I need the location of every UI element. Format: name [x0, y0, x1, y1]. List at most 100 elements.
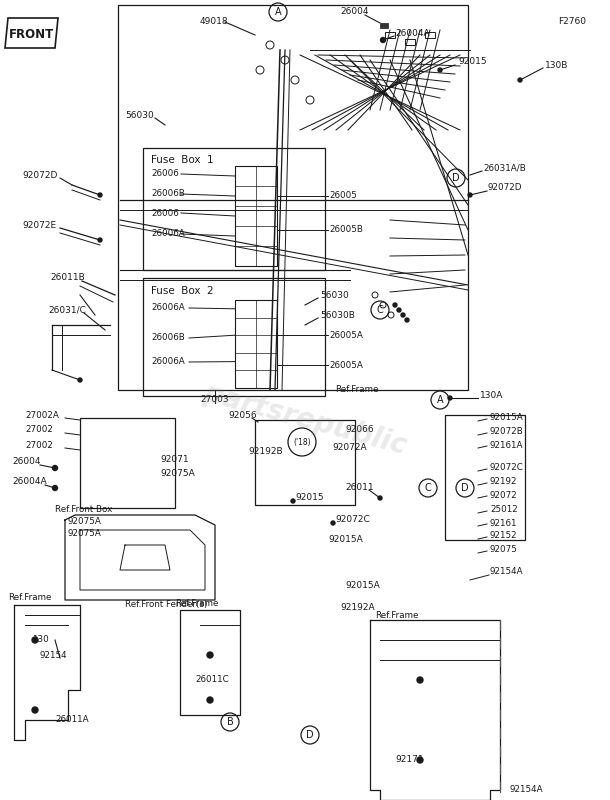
Text: 92072E: 92072E	[22, 221, 56, 230]
Text: ('18): ('18)	[293, 438, 311, 446]
Text: Ref.Front Box: Ref.Front Box	[55, 506, 112, 514]
Circle shape	[448, 396, 452, 400]
Text: 92075A: 92075A	[68, 518, 102, 526]
Text: C: C	[376, 305, 383, 315]
Text: Fuse  Box  1: Fuse Box 1	[151, 155, 214, 165]
Text: Ref.Frame: Ref.Frame	[175, 598, 218, 607]
Text: 56030B: 56030B	[320, 310, 355, 319]
Text: 92015A: 92015A	[490, 414, 524, 422]
Text: 27002A: 27002A	[25, 410, 59, 419]
Text: 56030: 56030	[320, 290, 349, 299]
Text: 92154: 92154	[40, 650, 68, 659]
Text: 26006A: 26006A	[151, 303, 185, 313]
Circle shape	[32, 707, 38, 713]
Text: 26031A/B: 26031A/B	[483, 163, 526, 173]
Circle shape	[331, 521, 335, 525]
Circle shape	[78, 378, 82, 382]
Circle shape	[397, 308, 401, 312]
Circle shape	[417, 677, 423, 683]
Circle shape	[518, 78, 522, 82]
Text: D: D	[461, 483, 469, 493]
Circle shape	[405, 318, 409, 322]
Bar	[405, 39, 415, 45]
Text: 92072D: 92072D	[488, 183, 523, 193]
Text: 92015: 92015	[295, 494, 324, 502]
Text: 26005A: 26005A	[329, 361, 363, 370]
Text: 26006: 26006	[151, 209, 179, 218]
Text: 92015: 92015	[458, 58, 487, 66]
Text: 92075A: 92075A	[68, 530, 102, 538]
Text: 92056: 92056	[228, 410, 257, 419]
Bar	[143, 278, 325, 396]
Text: 26006B: 26006B	[151, 334, 185, 342]
Text: 26011: 26011	[345, 483, 373, 493]
Bar	[235, 166, 277, 266]
Bar	[425, 32, 435, 38]
Bar	[380, 23, 388, 28]
Text: 92072A: 92072A	[332, 443, 367, 453]
Circle shape	[32, 637, 38, 643]
Bar	[118, 5, 468, 390]
Text: D: D	[306, 730, 314, 740]
Text: F2760: F2760	[558, 18, 586, 26]
Circle shape	[291, 499, 295, 503]
Text: 92161: 92161	[490, 518, 517, 527]
Text: 26006A: 26006A	[151, 230, 185, 238]
Text: 92154A: 92154A	[490, 567, 523, 577]
Circle shape	[207, 652, 213, 658]
Text: 26004: 26004	[340, 7, 368, 17]
Circle shape	[378, 496, 382, 500]
Text: 25012: 25012	[490, 506, 518, 514]
Text: 26005: 26005	[329, 191, 357, 201]
Text: 92072D: 92072D	[22, 170, 57, 179]
Text: 27002: 27002	[25, 426, 53, 434]
Circle shape	[207, 697, 213, 703]
Text: partsrepublic: partsrepublic	[200, 379, 410, 461]
Text: 26004A: 26004A	[12, 478, 46, 486]
Text: 26011C: 26011C	[195, 675, 229, 685]
Text: 49018: 49018	[200, 18, 229, 26]
Text: 92192B: 92192B	[248, 447, 282, 457]
Text: 92072: 92072	[490, 490, 518, 499]
Text: Ref.Frame: Ref.Frame	[8, 594, 51, 602]
Text: 56030: 56030	[125, 110, 154, 119]
Text: 26011A: 26011A	[55, 715, 88, 725]
Text: C: C	[425, 483, 431, 493]
Circle shape	[381, 38, 386, 42]
Bar	[80, 418, 175, 508]
Text: 92072C: 92072C	[490, 463, 524, 473]
Text: 92154A: 92154A	[510, 786, 544, 794]
Bar	[143, 148, 325, 270]
Text: 92072C: 92072C	[335, 515, 370, 525]
Text: Ref.Frame: Ref.Frame	[375, 610, 418, 619]
Text: 26004: 26004	[12, 458, 40, 466]
Text: A: A	[437, 395, 443, 405]
Bar	[385, 32, 395, 38]
Bar	[255, 420, 355, 505]
Text: FRONT: FRONT	[9, 27, 55, 41]
Text: 26005B: 26005B	[329, 226, 363, 234]
Circle shape	[98, 238, 102, 242]
Circle shape	[401, 313, 405, 317]
Text: B: B	[227, 717, 234, 727]
Bar	[180, 610, 240, 715]
Text: 130B: 130B	[545, 61, 569, 70]
Text: 27003: 27003	[200, 395, 229, 405]
Text: 92015A: 92015A	[328, 535, 363, 545]
Text: 92066: 92066	[345, 426, 373, 434]
Text: 26004A: 26004A	[395, 29, 429, 38]
Text: D: D	[452, 173, 460, 183]
Text: 26011B: 26011B	[50, 274, 85, 282]
Text: 26031/C: 26031/C	[48, 306, 86, 314]
Text: 92171: 92171	[395, 755, 423, 765]
Circle shape	[52, 486, 57, 490]
Text: Fuse  Box  2: Fuse Box 2	[151, 286, 214, 296]
Text: 92161A: 92161A	[490, 441, 523, 450]
Text: 92192: 92192	[490, 478, 517, 486]
Text: 92075: 92075	[490, 546, 518, 554]
Text: 27002: 27002	[25, 441, 53, 450]
Text: 92192A: 92192A	[340, 602, 375, 611]
Circle shape	[98, 193, 102, 197]
Circle shape	[52, 466, 57, 470]
Text: 92015A: 92015A	[345, 581, 380, 590]
